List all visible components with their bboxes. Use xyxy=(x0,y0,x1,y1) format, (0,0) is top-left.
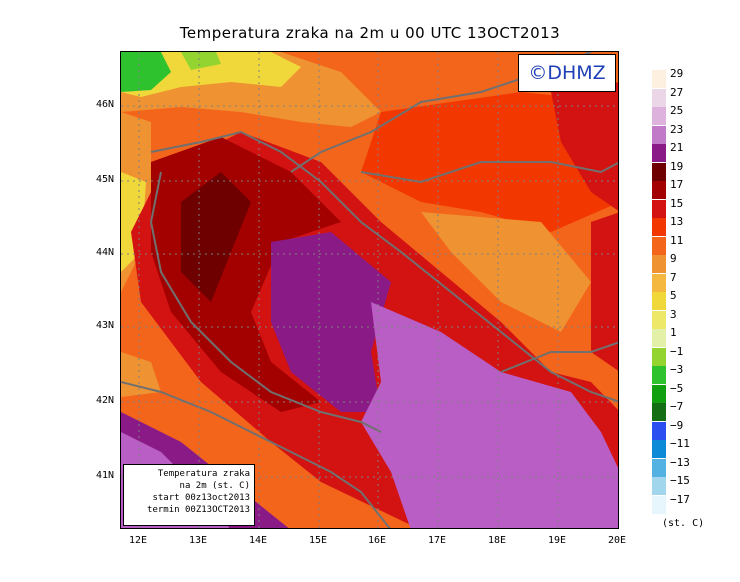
legend-swatch xyxy=(652,199,666,218)
legend-swatch xyxy=(652,107,666,125)
legend-label: −15 xyxy=(670,474,690,487)
legend-swatch xyxy=(652,218,666,236)
legend-label: 17 xyxy=(670,178,684,191)
y-tick-46n: 46N xyxy=(95,99,114,110)
temperature-field xyxy=(121,52,618,528)
legend-swatch xyxy=(652,181,666,199)
y-tick-41n: 41N xyxy=(95,470,114,481)
x-tick-14e: 14E xyxy=(248,535,268,546)
legend-swatch xyxy=(652,366,666,384)
y-tick-43n: 43N xyxy=(95,320,114,331)
x-tick-13e: 13E xyxy=(188,535,208,546)
legend-swatch xyxy=(652,310,666,329)
copyright-badge: ©DHMZ xyxy=(518,54,616,92)
run-info-box: Temperatura zraka na 2m (st. C) start 00… xyxy=(123,464,255,526)
legend-label: −11 xyxy=(670,437,690,450)
x-tick-15e: 15E xyxy=(308,535,328,546)
legend-unit: (st. C) xyxy=(662,518,705,529)
legend-label: −17 xyxy=(670,492,690,506)
x-tick-16e: 16E xyxy=(367,535,387,546)
y-tick-44n: 44N xyxy=(95,247,114,258)
legend-swatch xyxy=(652,162,666,181)
legend-swatch xyxy=(652,440,666,458)
legend-swatch xyxy=(652,70,666,88)
y-tick-45n: 45N xyxy=(95,174,114,185)
y-tick-42n: 42N xyxy=(95,395,114,406)
legend-swatch xyxy=(652,403,666,421)
legend-label: −13 xyxy=(670,455,690,469)
x-tick-19e: 19E xyxy=(547,535,567,546)
legend-label: −5 xyxy=(670,381,684,395)
legend-label: 13 xyxy=(670,215,684,228)
legend-swatch xyxy=(652,88,666,107)
legend-label: 1 xyxy=(670,326,677,339)
legend-label: 15 xyxy=(670,196,684,210)
legend-label: 23 xyxy=(670,122,684,136)
legend-label: 3 xyxy=(670,307,677,321)
legend-label: 19 xyxy=(670,159,684,173)
legend-label: −1 xyxy=(670,344,684,358)
legend-swatch xyxy=(652,421,666,440)
legend-swatch xyxy=(652,384,666,403)
x-tick-20e: 20E xyxy=(607,535,627,546)
legend-label: 7 xyxy=(670,270,677,284)
legend-swatch xyxy=(652,495,666,514)
info-line-3: start 00z13oct2013 xyxy=(152,493,250,503)
x-tick-18e: 18E xyxy=(487,535,507,546)
legend-swatch xyxy=(652,347,666,366)
legend-swatch xyxy=(652,125,666,144)
legend-label: 5 xyxy=(670,289,677,302)
legend-label: −7 xyxy=(670,400,684,413)
legend-label: 25 xyxy=(670,104,684,117)
legend-swatch xyxy=(652,273,666,292)
legend-swatch xyxy=(652,255,666,273)
legend-label: 29 xyxy=(670,67,684,80)
legend-swatch xyxy=(652,236,666,255)
x-tick-12e: 12E xyxy=(128,535,148,546)
legend-label: −3 xyxy=(670,363,684,376)
legend-label: 11 xyxy=(670,233,684,247)
legend-label: 21 xyxy=(670,141,684,154)
x-tick-17e: 17E xyxy=(427,535,447,546)
legend-swatch xyxy=(652,477,666,495)
info-line-2: na 2m (st. C) xyxy=(179,481,250,491)
legend-swatch xyxy=(652,329,666,347)
temperature-map: ©DHMZ Temperatura zraka na 2m (st. C) st… xyxy=(120,51,619,529)
legend-label: 27 xyxy=(670,85,684,99)
info-line-4: termin 00Z13OCT2013 xyxy=(147,505,250,515)
legend-swatch xyxy=(652,292,666,310)
legend-label: −9 xyxy=(670,418,684,432)
legend-label: 9 xyxy=(670,252,677,265)
legend-swatch xyxy=(652,144,666,162)
info-line-1: Temperatura zraka xyxy=(157,469,250,479)
map-title: Temperatura zraka na 2m u 00 UTC 13OCT20… xyxy=(179,24,561,42)
legend-swatch xyxy=(652,458,666,477)
